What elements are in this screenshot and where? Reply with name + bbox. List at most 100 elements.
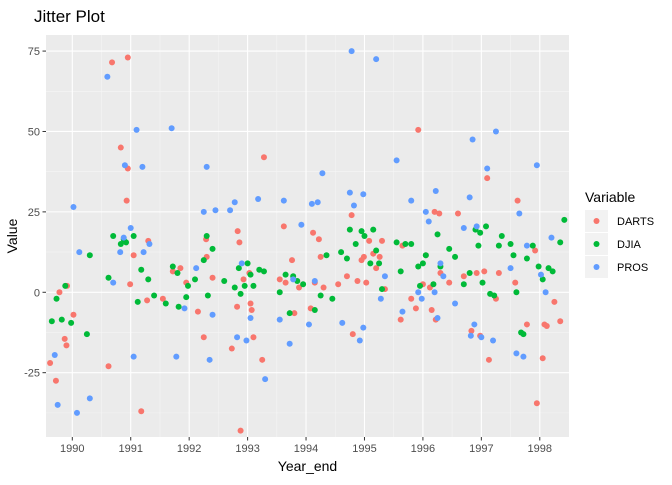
point-darts xyxy=(117,144,124,151)
point-djia xyxy=(475,242,482,249)
point-darts xyxy=(52,377,59,384)
y-tick-label: -25 xyxy=(24,368,40,380)
point-darts xyxy=(354,278,361,285)
point-djia xyxy=(53,295,60,302)
point-pros xyxy=(247,315,254,322)
point-pros xyxy=(418,295,425,302)
y-axis-title: Value xyxy=(4,218,20,253)
point-djia xyxy=(86,252,93,259)
point-djia xyxy=(529,242,536,249)
point-pros xyxy=(432,187,439,194)
point-djia xyxy=(557,239,564,246)
point-djia xyxy=(256,266,263,273)
point-darts xyxy=(159,295,166,302)
point-djia xyxy=(200,257,207,264)
point-pros xyxy=(76,249,83,256)
point-djia xyxy=(491,292,498,299)
point-pros xyxy=(290,276,297,283)
point-djia xyxy=(105,274,112,281)
point-djia xyxy=(260,268,267,275)
x-axis-title: Year_end xyxy=(278,458,337,474)
legend-label-darts: DARTS xyxy=(617,216,654,228)
point-djia xyxy=(174,269,181,276)
point-djia xyxy=(446,245,453,252)
point-pros xyxy=(431,289,438,296)
point-djia xyxy=(549,268,556,275)
point-pros xyxy=(200,208,207,215)
point-pros xyxy=(437,260,444,267)
point-djia xyxy=(358,228,365,235)
point-djia xyxy=(352,241,359,248)
point-djia xyxy=(513,289,520,296)
point-pros xyxy=(377,295,384,302)
point-darts xyxy=(130,252,137,259)
point-pros xyxy=(311,278,318,285)
point-pros xyxy=(452,300,459,307)
point-pros xyxy=(133,126,140,133)
point-darts xyxy=(250,334,257,341)
point-darts xyxy=(514,197,521,204)
point-darts xyxy=(234,228,241,235)
point-darts xyxy=(412,305,419,312)
x-tick-label: 1995 xyxy=(352,443,376,455)
point-pros xyxy=(234,334,241,341)
point-darts xyxy=(315,236,322,243)
point-pros xyxy=(314,199,321,206)
point-darts xyxy=(240,276,247,283)
point-darts xyxy=(512,279,519,286)
chart-title: Jitter Plot xyxy=(34,7,105,26)
point-pros xyxy=(212,207,219,214)
point-pros xyxy=(513,350,520,357)
point-darts xyxy=(234,303,241,310)
point-pros xyxy=(492,128,499,135)
point-djia xyxy=(151,292,158,299)
point-djia xyxy=(361,233,368,239)
point-darts xyxy=(523,321,530,328)
point-djia xyxy=(477,229,484,236)
point-pros xyxy=(121,162,128,169)
point-djia xyxy=(479,279,486,286)
point-darts xyxy=(291,310,298,317)
point-darts xyxy=(247,300,254,307)
point-djia xyxy=(323,252,330,259)
point-djia xyxy=(221,278,228,285)
point-darts xyxy=(533,400,540,407)
point-pros xyxy=(139,163,146,170)
point-djia xyxy=(460,281,467,288)
point-pros xyxy=(434,315,441,322)
point-djia xyxy=(343,255,350,262)
point-djia xyxy=(561,216,568,223)
point-pros xyxy=(73,409,80,416)
point-pros xyxy=(286,340,293,347)
point-djia xyxy=(169,263,176,270)
point-pros xyxy=(243,337,250,344)
point-pros xyxy=(469,136,476,143)
point-pros xyxy=(280,197,287,204)
point-pros xyxy=(548,234,555,241)
point-pros xyxy=(86,395,93,402)
point-pros xyxy=(308,200,315,207)
point-djia xyxy=(419,260,426,267)
point-pros xyxy=(262,376,269,383)
point-djia xyxy=(367,260,374,267)
point-djia xyxy=(68,319,75,326)
point-pros xyxy=(339,319,346,326)
point-darts xyxy=(415,126,422,133)
point-djia xyxy=(373,247,380,254)
point-pros xyxy=(516,210,523,217)
point-djia xyxy=(430,281,437,288)
point-djia xyxy=(520,331,527,338)
point-pros xyxy=(255,196,262,203)
point-darts xyxy=(481,268,488,275)
x-tick-label: 1990 xyxy=(60,443,84,455)
point-djia xyxy=(408,241,415,248)
point-darts xyxy=(194,308,201,315)
point-pros xyxy=(348,48,355,55)
point-darts xyxy=(289,257,296,264)
point-djia xyxy=(466,269,473,276)
y-axis: -25 0 25 50 75 xyxy=(24,46,46,380)
point-darts xyxy=(335,281,342,288)
point-pros xyxy=(484,165,491,172)
legend-swatch-pros xyxy=(593,264,600,270)
point-darts xyxy=(63,342,70,349)
